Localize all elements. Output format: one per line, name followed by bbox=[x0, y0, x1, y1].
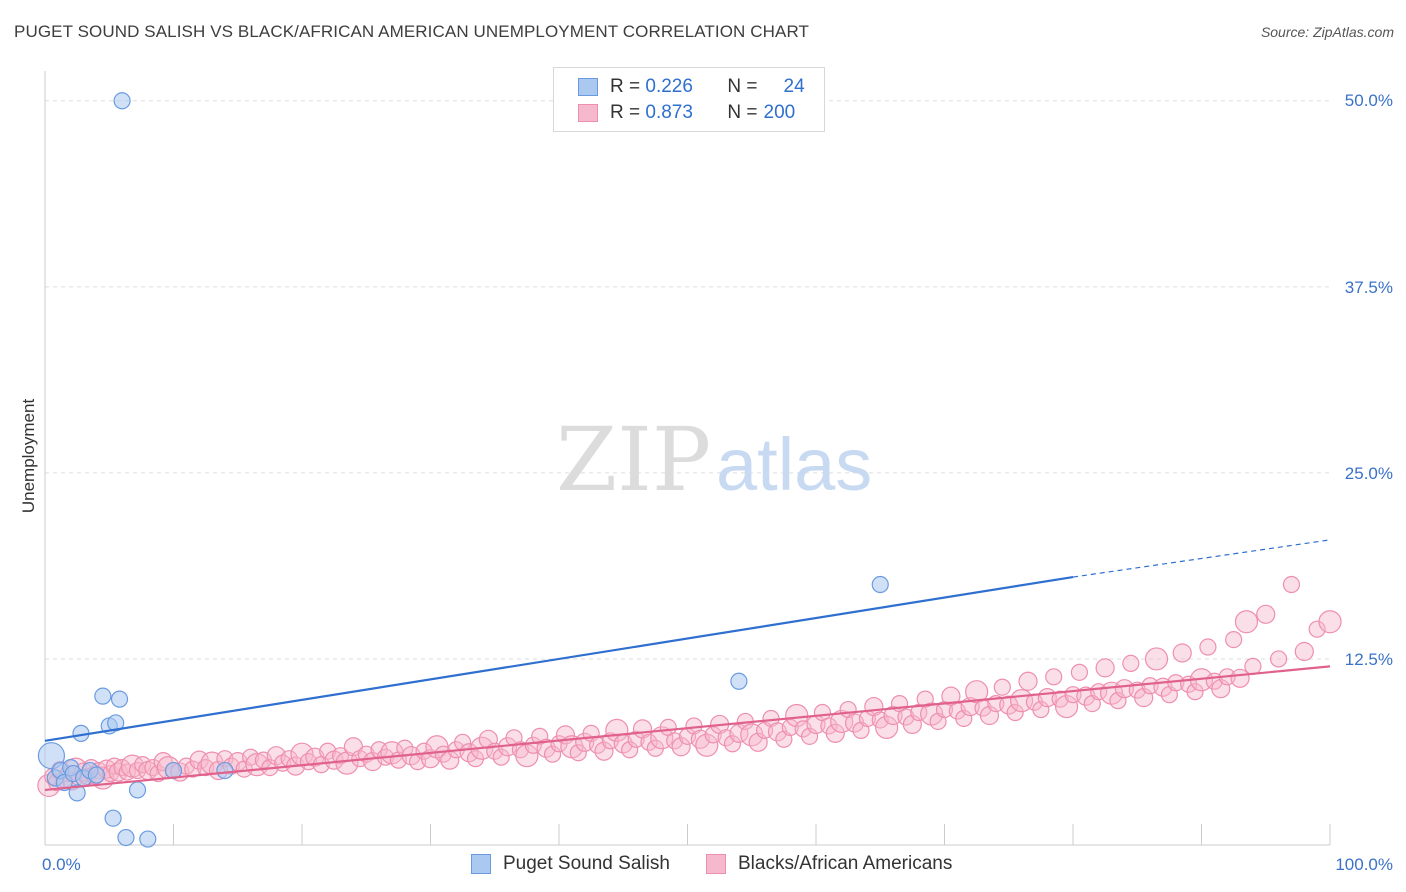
data-point-puget bbox=[216, 761, 234, 780]
data-point-blacks bbox=[543, 745, 562, 763]
data-point-blacks bbox=[1172, 643, 1192, 663]
x-tick-label: 0.0% bbox=[42, 855, 81, 874]
data-point-blacks bbox=[531, 727, 549, 745]
data-point-blacks bbox=[1109, 692, 1127, 710]
data-point-blacks bbox=[1282, 575, 1301, 594]
data-point-blacks bbox=[1234, 610, 1259, 634]
data-point-blacks bbox=[1186, 683, 1204, 701]
chart-title: PUGET SOUND SALISH VS BLACK/AFRICAN AMER… bbox=[14, 22, 810, 41]
bottom-legend-puget: Puget Sound Salish bbox=[471, 851, 670, 877]
data-point-puget bbox=[128, 781, 147, 799]
data-point-blacks bbox=[1244, 657, 1262, 675]
data-point-puget bbox=[117, 828, 135, 847]
y-axis-label: Unemployment bbox=[19, 399, 38, 514]
data-point-blacks bbox=[1318, 610, 1342, 634]
data-point-blacks bbox=[1054, 694, 1079, 719]
data-point-puget bbox=[94, 687, 112, 705]
data-point-blacks bbox=[621, 741, 639, 759]
data-point-blacks bbox=[1256, 604, 1276, 624]
legend-swatch-blue bbox=[578, 78, 598, 96]
data-point-puget bbox=[139, 830, 157, 848]
data-point-blacks bbox=[1122, 654, 1140, 673]
legend-r-value: 0.226 bbox=[645, 76, 693, 97]
bottom-legend-blacks: Blacks/African Americans bbox=[706, 851, 952, 877]
legend-n-label: N = bbox=[727, 76, 758, 97]
data-point-blacks bbox=[671, 737, 691, 757]
trend-line-puget bbox=[44, 575, 1074, 742]
data-point-blacks bbox=[781, 718, 799, 737]
bottom-legend-swatch-pink bbox=[706, 854, 726, 874]
data-point-blacks bbox=[800, 727, 819, 745]
data-point-puget bbox=[87, 766, 106, 784]
legend-r-label: R = bbox=[610, 76, 641, 97]
legend-row-puget: R = 0.226 N = 24 bbox=[578, 74, 805, 100]
legend-n-value: 200 bbox=[763, 102, 796, 123]
data-point-blacks bbox=[1032, 700, 1050, 719]
data-point-blacks bbox=[1070, 663, 1089, 681]
legend-n-label: N = bbox=[727, 102, 758, 123]
data-point-blacks bbox=[1199, 638, 1217, 656]
data-point-blacks bbox=[594, 741, 614, 761]
data-point-blacks bbox=[955, 709, 973, 728]
data-point-blacks bbox=[935, 700, 954, 719]
trend-line-blacks bbox=[44, 665, 1331, 792]
data-point-puget bbox=[107, 714, 125, 732]
data-point-blacks bbox=[825, 723, 845, 743]
y-tick-label: 25.0% bbox=[1345, 464, 1393, 483]
watermark-atlas: atlas bbox=[716, 423, 872, 506]
y-tick-label: 50.0% bbox=[1345, 91, 1393, 110]
bottom-legend-label-blacks: Blacks/African Americans bbox=[738, 853, 953, 874]
watermark: ZIP atlas bbox=[556, 408, 872, 511]
data-point-blacks bbox=[1294, 641, 1314, 662]
data-point-blacks bbox=[1018, 671, 1038, 691]
legend-n-value: 24 bbox=[783, 76, 805, 97]
x-tick-label: 100.0% bbox=[1335, 855, 1393, 874]
data-point-blacks bbox=[627, 730, 645, 748]
data-point-puget bbox=[37, 742, 66, 770]
data-point-puget bbox=[110, 690, 129, 708]
legend-r-label: R = bbox=[610, 102, 641, 123]
data-point-blacks bbox=[640, 733, 658, 751]
data-point-blacks bbox=[695, 733, 719, 757]
data-point-blacks bbox=[1006, 703, 1024, 722]
data-point-blacks bbox=[1114, 679, 1135, 699]
y-tick-label: 37.5% bbox=[1345, 278, 1393, 297]
data-point-blacks bbox=[704, 726, 722, 744]
bottom-legend-label-puget: Puget Sound Salish bbox=[503, 853, 670, 874]
chart-source: Source: ZipAtlas.com bbox=[1260, 24, 1394, 40]
data-point-blacks bbox=[1308, 620, 1326, 638]
trend-line-puget-extension bbox=[1072, 539, 1331, 578]
data-point-blacks bbox=[830, 709, 854, 734]
data-point-blacks bbox=[1230, 668, 1250, 688]
data-point-blacks bbox=[415, 742, 433, 760]
data-point-puget bbox=[113, 92, 131, 110]
data-point-blacks bbox=[723, 735, 742, 753]
data-point-blacks bbox=[1144, 647, 1169, 671]
watermark-zip: ZIP bbox=[556, 408, 711, 511]
data-point-blacks bbox=[820, 717, 838, 735]
data-point-blacks bbox=[1045, 668, 1063, 686]
data-point-blacks bbox=[1225, 630, 1243, 649]
legend-r-value: 0.873 bbox=[645, 102, 693, 123]
data-point-puget bbox=[104, 809, 122, 827]
data-point-blacks bbox=[1095, 658, 1115, 678]
data-point-blacks bbox=[492, 748, 510, 766]
data-point-blacks bbox=[897, 708, 915, 726]
data-point-puget bbox=[730, 672, 748, 690]
legend: R = 0.226 N = 24 R = 0.873 N = 200 bbox=[553, 67, 825, 132]
data-point-puget bbox=[871, 575, 889, 594]
data-point-puget bbox=[68, 784, 86, 802]
data-point-blacks bbox=[1269, 650, 1288, 668]
data-point-blacks bbox=[569, 744, 587, 762]
legend-swatch-pink bbox=[578, 104, 598, 122]
y-tick-label: 12.5% bbox=[1345, 650, 1393, 669]
legend-row-blacks: R = 0.873 N = 200 bbox=[578, 100, 795, 126]
data-point-blacks bbox=[941, 686, 961, 706]
bottom-legend-swatch-blue bbox=[471, 854, 491, 874]
data-point-blacks bbox=[993, 678, 1011, 696]
data-point-blacks bbox=[875, 715, 899, 740]
